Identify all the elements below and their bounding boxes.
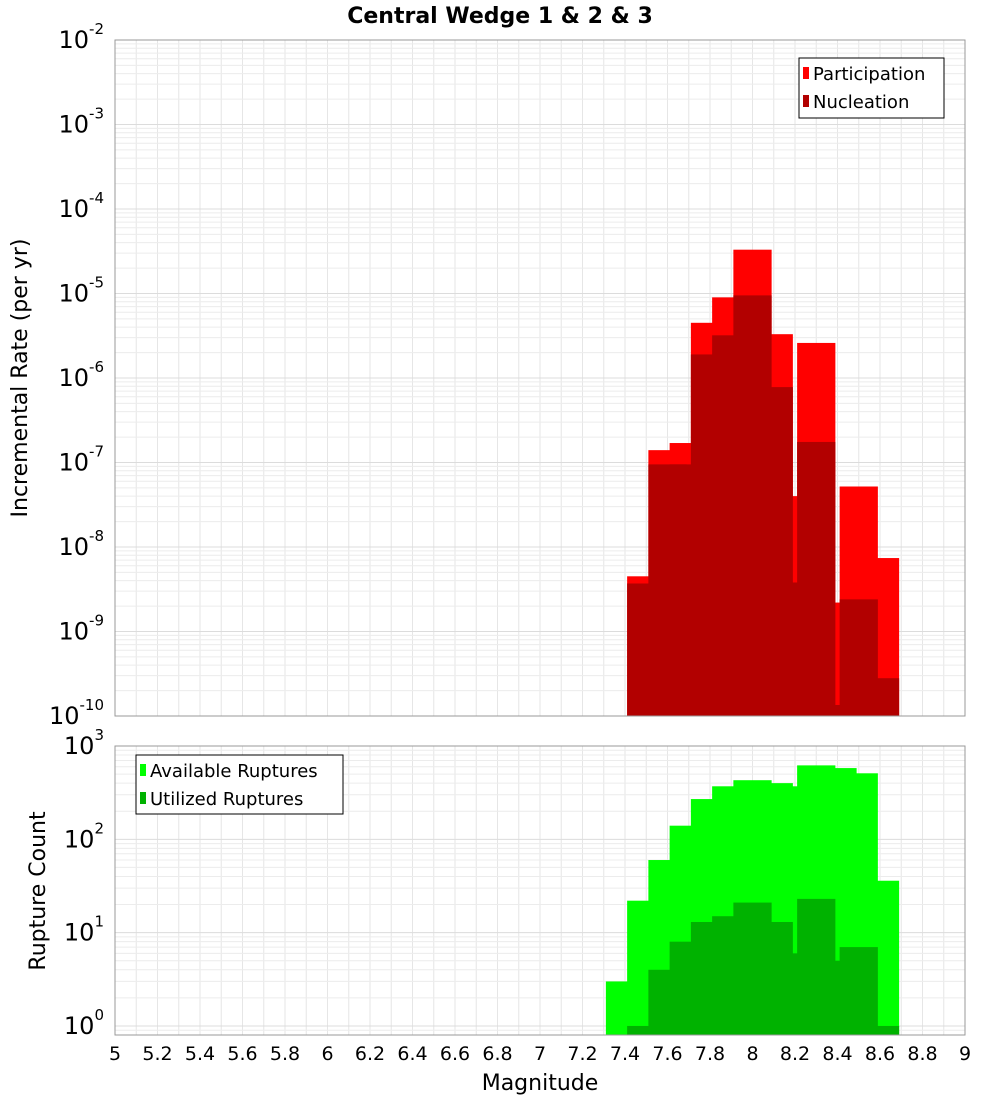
x-tick-label: 6.2 bbox=[355, 1043, 385, 1065]
x-tick-label: 8.6 bbox=[865, 1043, 895, 1065]
x-tick-label: 8 bbox=[746, 1043, 758, 1065]
x-tick-label: 6.4 bbox=[397, 1043, 427, 1065]
top-bar-series2 bbox=[818, 704, 857, 716]
x-tick-label: 6.8 bbox=[482, 1043, 512, 1065]
x-tick-label: 5.2 bbox=[142, 1043, 172, 1065]
x-tick-label: 7.4 bbox=[610, 1043, 640, 1065]
bottom-y-tick-label: 101 bbox=[64, 913, 104, 947]
bottom-y-axis-label: Rupture Count bbox=[26, 811, 51, 971]
x-tick-label: 7.8 bbox=[695, 1043, 725, 1065]
x-tick-label: 6.6 bbox=[440, 1043, 470, 1065]
top-plot-frame bbox=[114, 39, 966, 717]
x-tick-label: 8.2 bbox=[780, 1043, 810, 1065]
bottom-bars bbox=[605, 765, 900, 1035]
bottom-bar-series2 bbox=[839, 947, 878, 1035]
x-tick-label: 8.4 bbox=[822, 1043, 852, 1065]
x-tick-label: 7.2 bbox=[567, 1043, 597, 1065]
legend-label-nucleation: Nucleation bbox=[813, 92, 909, 113]
top-y-tick-label: 10-6 bbox=[58, 358, 104, 392]
legend-swatch-participation bbox=[803, 67, 809, 79]
bottom-legend: Available Ruptures Utilized Ruptures bbox=[135, 754, 344, 815]
top-bar-series2 bbox=[860, 678, 900, 716]
top-y-tick-label: 10-3 bbox=[58, 105, 104, 139]
bottom-y-tick-label: 100 bbox=[64, 1006, 104, 1040]
x-tick-label: 7.6 bbox=[652, 1043, 682, 1065]
x-tick-label: 9 bbox=[959, 1043, 971, 1065]
bottom-y-tick-label: 102 bbox=[64, 819, 104, 853]
top-y-tick-label: 10-4 bbox=[58, 189, 104, 223]
legend-label-participation: Participation bbox=[813, 64, 925, 85]
top-y-tick-label: 10-10 bbox=[49, 696, 104, 730]
bottom-y-ticks: 100 101 102 103 bbox=[64, 726, 104, 1040]
legend-label-utilized: Utilized Ruptures bbox=[150, 789, 303, 810]
top-y-tick-label: 10-5 bbox=[58, 274, 104, 308]
legend-label-available: Available Ruptures bbox=[150, 761, 318, 782]
top-y-tick-label: 10-7 bbox=[58, 443, 104, 477]
bottom-bar-series2 bbox=[860, 1025, 900, 1035]
x-tick-label: 8.8 bbox=[907, 1043, 937, 1065]
x-tick-label: 5.4 bbox=[185, 1043, 215, 1065]
x-tick-label: 5.6 bbox=[227, 1043, 257, 1065]
top-y-tick-label: 10-9 bbox=[58, 612, 104, 646]
bottom-y-tick-label: 103 bbox=[64, 726, 104, 760]
bottom-bar-series2 bbox=[627, 1025, 666, 1035]
x-tick-labels: 5 5.2 5.4 5.6 5.8 6 6.2 6.4 6.6 6.8 7 7.2 7.4 7.6 7.8 8… bbox=[109, 1043, 971, 1065]
top-bars bbox=[627, 249, 900, 716]
x-tick-label: 5 bbox=[109, 1043, 121, 1065]
chart-title: Central Wedge 1 & 2 & 3 bbox=[347, 4, 653, 29]
x-axis-label: Magnitude bbox=[482, 1071, 599, 1096]
x-tick-label: 7 bbox=[534, 1043, 546, 1065]
top-bar-series2 bbox=[797, 441, 836, 716]
top-y-tick-label: 10-8 bbox=[58, 527, 104, 561]
x-tick-label: 6 bbox=[321, 1043, 333, 1065]
x-tick-label: 5.8 bbox=[270, 1043, 300, 1065]
legend-swatch-utilized bbox=[140, 792, 146, 804]
bottom-plot-frame bbox=[114, 745, 966, 1036]
top-legend: Participation Nucleation bbox=[798, 57, 945, 119]
legend-swatch-nucleation bbox=[803, 95, 809, 107]
top-grid bbox=[114, 39, 966, 717]
legend-swatch-available bbox=[140, 764, 146, 776]
top-y-tick-label: 10-2 bbox=[58, 20, 104, 54]
top-y-axis-label: Incremental Rate (per yr) bbox=[8, 239, 33, 518]
top-y-ticks: 10-10 10-9 10-8 10-7 10-6 10-5 10-4 10-3 10-2 bbox=[49, 20, 104, 730]
